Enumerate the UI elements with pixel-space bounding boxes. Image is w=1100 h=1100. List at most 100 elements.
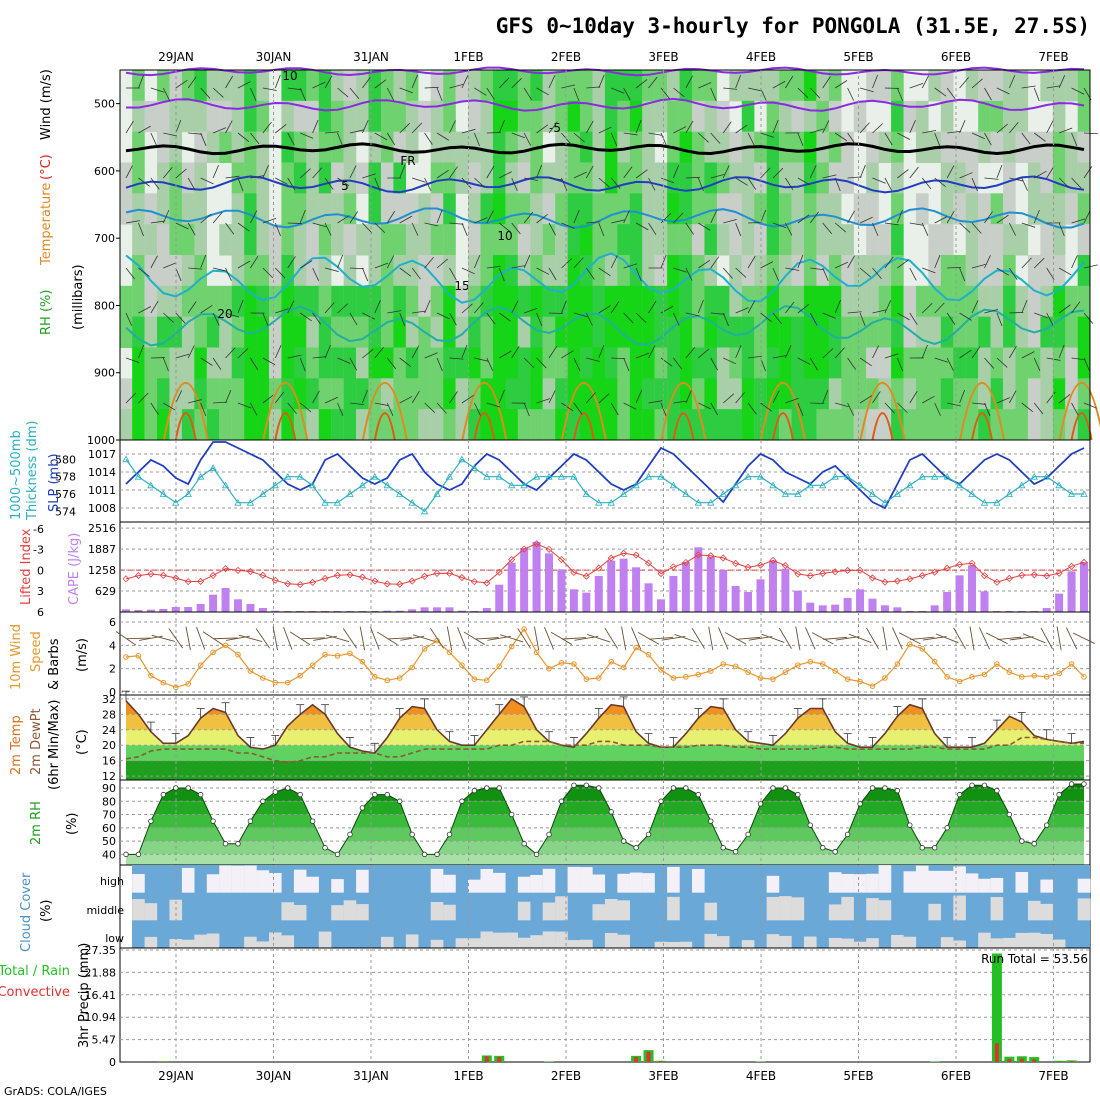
- rh2m-point: [247, 818, 254, 824]
- rh2m-point: [173, 785, 179, 791]
- rh-cell: [642, 255, 655, 287]
- thickness-point: [582, 490, 591, 497]
- rh-cell: [555, 255, 568, 287]
- wind10-barb: [370, 626, 380, 650]
- isotherm-hot: [672, 412, 695, 441]
- rh2m-point: [844, 831, 851, 838]
- wind-barb: [610, 132, 618, 147]
- cloud-low-label: low: [105, 932, 124, 945]
- wind10-barb: [761, 633, 785, 643]
- wind-barb: [187, 301, 197, 314]
- wind-barb: [847, 357, 856, 370]
- wind-barb: [150, 87, 165, 93]
- cape-tick: 1887: [88, 543, 116, 556]
- wind-barb: [747, 177, 757, 190]
- cape-bar: [843, 598, 852, 612]
- thickness-label: Thickness (dm): [25, 421, 40, 521]
- rh-cell: [119, 193, 133, 225]
- wind-barb: [287, 132, 295, 146]
- wind10-barb: [359, 626, 366, 651]
- thickness-tick: 580: [55, 453, 76, 466]
- rh-cell: [978, 316, 991, 348]
- rh-cell: [306, 100, 319, 133]
- li-point: [1067, 562, 1076, 570]
- wind10-barb: [835, 636, 860, 641]
- wind-barb: [710, 210, 718, 224]
- rh-cell: [716, 224, 730, 256]
- wind-barb: [859, 122, 870, 134]
- wind-barb: [536, 214, 548, 224]
- rh-cell: [928, 378, 942, 410]
- rh2m-point: [969, 782, 975, 789]
- thickness-point: [134, 472, 143, 480]
- rh-cell: [965, 255, 979, 287]
- wind-barb: [274, 222, 281, 237]
- rh-cell: [841, 378, 854, 410]
- rh-cell: [480, 316, 494, 348]
- wind10-point: [620, 664, 627, 671]
- rh-cell: [580, 347, 593, 379]
- wind10-barb: [255, 628, 271, 649]
- rh2m-point: [745, 831, 751, 838]
- wind-barb: [274, 391, 285, 404]
- rh-cell: [940, 316, 954, 348]
- thickness-point: [1067, 490, 1076, 497]
- wind-barb: [710, 357, 718, 371]
- rh-cell: [418, 378, 431, 410]
- wind-barb: [150, 132, 158, 146]
- wind-barb: [474, 87, 487, 96]
- wind-barb: [959, 312, 972, 321]
- wind-barb: [200, 177, 214, 185]
- rh-cell: [380, 285, 394, 318]
- cloud-cell: [953, 940, 966, 948]
- thickness-point: [744, 472, 752, 480]
- li-point: [781, 562, 789, 570]
- rh-cell: [455, 378, 469, 410]
- wind-barb: [1071, 87, 1085, 95]
- wind-barb: [250, 210, 258, 224]
- wind-barb: [722, 121, 732, 134]
- rh2m-point: [459, 798, 465, 804]
- rh-cell: [741, 224, 755, 256]
- li-point: [172, 574, 180, 582]
- wind10-barb: [412, 634, 437, 643]
- li-point: [284, 580, 292, 588]
- rh-cell: [517, 409, 531, 441]
- top-date-axis: 29JAN 30JAN 31JAN 1FEB 2FEB 3FEB 4FEB 5FEB 6FEB 7…: [158, 50, 1069, 64]
- wind-barb: [138, 125, 151, 134]
- wind-barb: [411, 222, 419, 236]
- wind-barb: [971, 177, 978, 192]
- cloud-cell: [443, 874, 456, 893]
- wind-barb: [611, 87, 625, 94]
- wind-barb: [436, 209, 443, 224]
- rh-cell: [741, 255, 755, 287]
- thickness-point: [707, 498, 715, 506]
- wind-barb: [486, 312, 496, 325]
- rh-cell: [878, 70, 892, 102]
- rh2m-point: [571, 782, 577, 789]
- wind-barb: [984, 357, 995, 369]
- rh-cell: [816, 285, 830, 318]
- temp-band: [126, 760, 1084, 780]
- wind-barb: [909, 120, 916, 134]
- wind-barb: [324, 344, 331, 359]
- wind-barb: [772, 390, 780, 404]
- wind-barb: [200, 87, 211, 99]
- wind-barb: [934, 254, 941, 269]
- rh2m-point: [670, 785, 677, 791]
- rh-cell: [679, 100, 693, 133]
- rh-cell: [567, 100, 581, 133]
- cloud-cell: [592, 904, 606, 921]
- wind-barb: [673, 164, 680, 179]
- wind-barb: [474, 402, 481, 416]
- rh2m-point: [558, 798, 565, 804]
- wind-barb: [971, 402, 987, 405]
- rh-cell: [629, 70, 643, 102]
- rh-cell: [430, 162, 444, 194]
- rh-cell: [542, 378, 556, 410]
- wind-barb: [996, 214, 1009, 224]
- wind-barb: [1033, 132, 1046, 142]
- rh-cell: [766, 162, 780, 194]
- wind-barb: [648, 177, 656, 191]
- wind-barb: [536, 267, 550, 275]
